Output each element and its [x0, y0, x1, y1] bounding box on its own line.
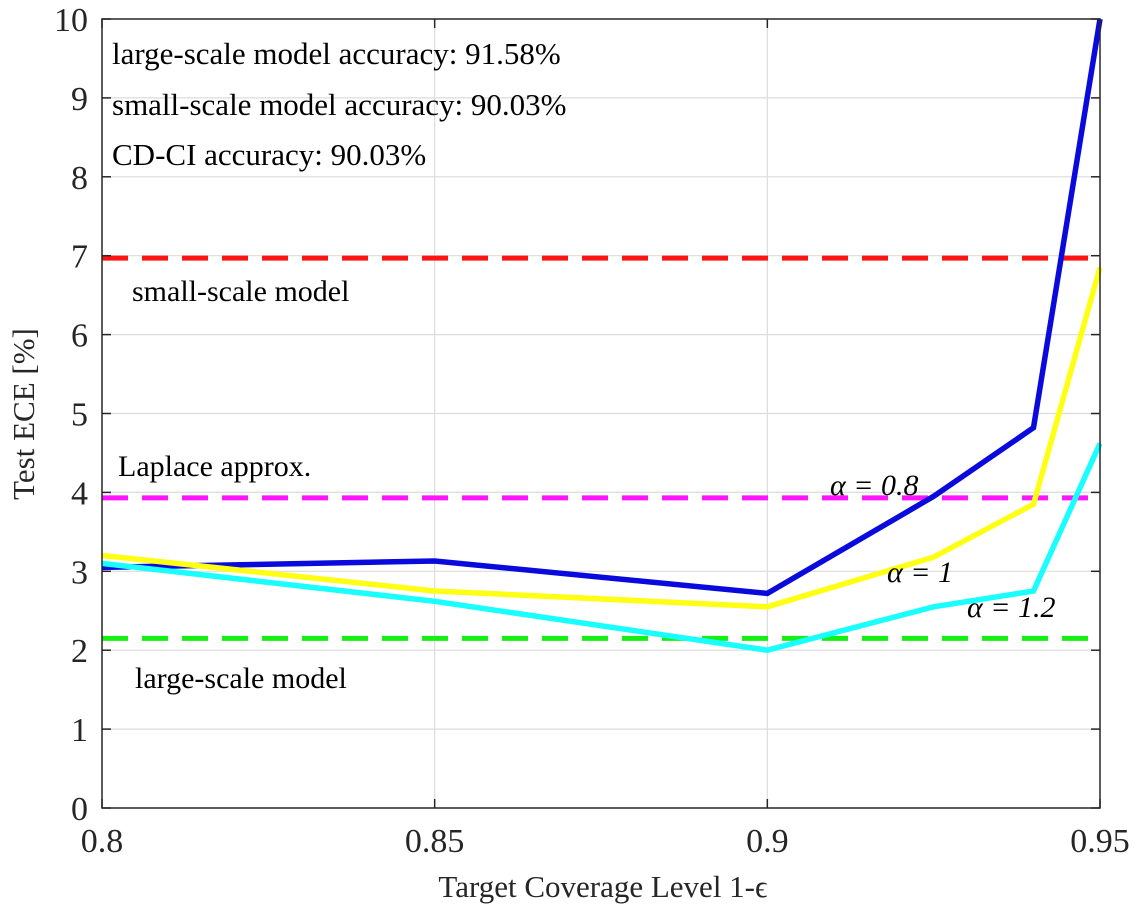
y-tick-label: 0	[71, 791, 88, 828]
x-tick-label: 0.8	[81, 823, 124, 860]
y-axis-label: Test ECE [%]	[6, 328, 41, 500]
y-tick-label: 5	[71, 397, 88, 434]
label-alpha-0-8: α = 0.8	[830, 469, 919, 502]
label-small-scale-model: small-scale model	[132, 275, 349, 308]
y-tick-label: 3	[71, 554, 88, 591]
annotation-large-scale-accuracy: large-scale model accuracy: 91.58%	[112, 36, 561, 71]
line-label-layer: small-scale model Laplace approx. large-…	[118, 275, 1056, 695]
label-alpha-1-2: α = 1.2	[967, 591, 1056, 624]
y-tick-label: 8	[71, 160, 88, 197]
x-tick-label: 0.85	[405, 823, 465, 860]
annotation-layer: large-scale model accuracy: 91.58% small…	[112, 36, 566, 172]
y-tick-label: 10	[54, 2, 88, 39]
y-tick-label: 9	[71, 81, 88, 118]
label-large-scale-model: large-scale model	[135, 662, 347, 695]
y-tick-label: 4	[71, 475, 88, 512]
series-line-1-2	[101, 442, 1103, 654]
x-tick-label: 0.95	[1070, 823, 1130, 860]
y-tick-label: 2	[71, 633, 88, 670]
x-tick-label: 0.9	[746, 823, 789, 860]
y-tick-label: 7	[71, 239, 88, 276]
x-axis-label: Target Coverage Level 1-ϵ	[438, 869, 767, 904]
label-alpha-1: α = 1	[887, 556, 953, 589]
tick-layer: 0 1 2 3 4 5 6 7 8 9 10 0.8 0.85 0.9 0.95	[54, 2, 1130, 860]
series-layer	[101, 18, 1103, 654]
y-tick-label: 6	[71, 318, 88, 355]
y-tick-label: 1	[71, 712, 88, 749]
series-line-1	[101, 266, 1103, 610]
annotation-cdci-accuracy: CD-CI accuracy: 90.03%	[112, 137, 426, 172]
annotation-small-scale-accuracy: small-scale model accuracy: 90.03%	[112, 87, 566, 122]
label-laplace-approx: Laplace approx.	[118, 450, 311, 483]
series-line-0-8	[101, 18, 1103, 597]
